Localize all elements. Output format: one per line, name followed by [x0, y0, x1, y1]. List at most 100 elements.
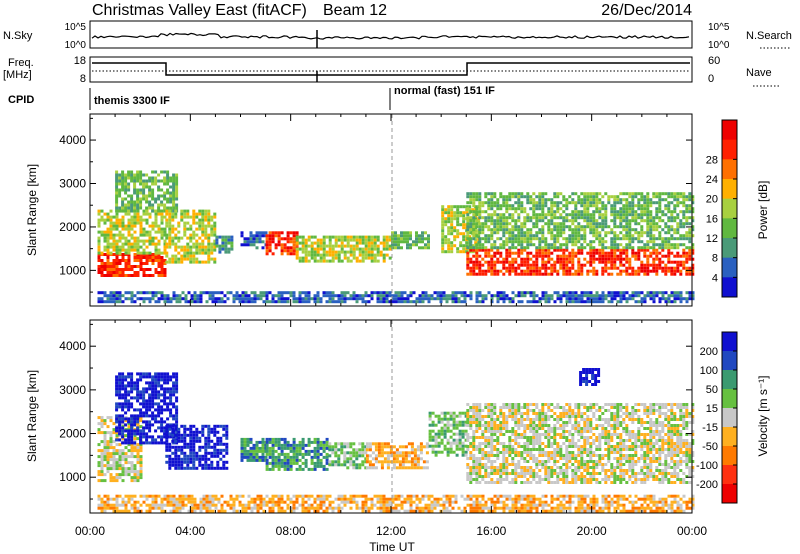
- power-cell: [370, 241, 374, 245]
- power-cell: [196, 300, 200, 304]
- power-cell: [151, 209, 155, 213]
- velocity-cell: [265, 461, 269, 465]
- power-cell: [166, 197, 170, 201]
- power-cell: [625, 237, 629, 241]
- power-cell: [664, 231, 668, 235]
- velocity-cell: [160, 372, 164, 376]
- velocity-cell: [371, 457, 375, 461]
- power-cell: [274, 243, 278, 247]
- velocity-cell: [252, 452, 256, 456]
- power-cell: [589, 240, 593, 244]
- velocity-cell: [289, 446, 293, 450]
- power-cell: [556, 210, 560, 214]
- power-cell: [610, 204, 614, 208]
- velocity-cell: [136, 390, 140, 394]
- power-cell: [541, 225, 545, 229]
- power-cell: [463, 291, 467, 295]
- velocity-cell: [103, 479, 107, 483]
- velocity-cell: [271, 449, 275, 453]
- velocity-cell: [145, 435, 149, 439]
- power-cell: [601, 195, 605, 199]
- power-cell: [556, 240, 560, 244]
- power-cell: [658, 207, 662, 211]
- power-cell: [165, 209, 169, 213]
- power-cell: [210, 257, 214, 261]
- velocity-cell: [198, 448, 202, 452]
- power-cell: [544, 291, 548, 295]
- power-cell: [316, 250, 320, 254]
- power-cell: [451, 297, 455, 301]
- velocity-cell: [124, 423, 128, 427]
- power-cell: [148, 215, 152, 219]
- velocity-cell: [446, 450, 450, 454]
- power-cell: [364, 238, 368, 242]
- power-cell: [487, 204, 491, 208]
- power-cell: [535, 300, 539, 304]
- power-cell: [685, 237, 689, 241]
- power-cell: [421, 231, 424, 235]
- power-cell: [174, 215, 178, 219]
- power-cell: [154, 212, 158, 216]
- power-cell: [373, 244, 377, 248]
- power-cell: [649, 201, 653, 205]
- power-cell: [180, 236, 184, 240]
- velocity-cell: [198, 454, 202, 458]
- power-cell: [103, 265, 107, 268]
- velocity-cell: [175, 372, 179, 376]
- velocity-cell: [313, 437, 317, 441]
- velocity-cell: [386, 451, 390, 455]
- velocity-cell: [365, 445, 369, 449]
- power-cell: [136, 179, 140, 183]
- power-cell: [289, 237, 293, 241]
- power-cell: [601, 237, 605, 241]
- velocity-cell: [151, 381, 155, 385]
- power-cell: [286, 234, 290, 238]
- power-cell: [496, 228, 500, 232]
- power-cell: [523, 225, 527, 229]
- velocity-cell: [219, 466, 223, 470]
- power-cell: [478, 213, 482, 217]
- power-cell: [232, 297, 236, 301]
- power-cell: [447, 208, 451, 212]
- velocity-cell: [121, 372, 125, 376]
- power-cell: [532, 297, 536, 301]
- power-cell: [328, 238, 332, 242]
- power-cell: [418, 234, 421, 238]
- velocity-cell: [258, 446, 262, 450]
- power-cell: [529, 228, 533, 232]
- power-cell: [199, 297, 203, 301]
- power-cell: [409, 243, 412, 247]
- power-cell: [127, 227, 131, 231]
- velocity-cell: [413, 454, 417, 458]
- power-cell: [682, 210, 686, 214]
- velocity-cell: [118, 375, 122, 379]
- power-cell: [673, 300, 677, 304]
- power-cell: [535, 260, 539, 264]
- velocity-cell: [401, 466, 405, 470]
- velocity-cell: [413, 460, 417, 464]
- velocity-cell: [186, 466, 190, 470]
- power-cell: [622, 291, 626, 295]
- power-cell: [682, 213, 686, 217]
- velocity-cell: [434, 438, 438, 442]
- power-cell: [544, 294, 548, 298]
- power-cell: [571, 257, 575, 261]
- power-cell: [221, 238, 225, 242]
- power-cell: [499, 294, 503, 298]
- power-cell: [487, 201, 491, 205]
- power-cell: [688, 204, 692, 208]
- power-cell: [394, 294, 398, 298]
- velocity-cell: [437, 414, 441, 418]
- power-cell: [115, 268, 119, 271]
- velocity-cell: [118, 402, 122, 406]
- velocity-cell: [389, 454, 393, 458]
- power-cell: [106, 215, 110, 219]
- power-cell: [151, 224, 155, 228]
- power-cell: [361, 238, 365, 242]
- power-cell: [151, 242, 155, 246]
- velocity-cell: [189, 424, 193, 428]
- power-cell: [211, 300, 215, 304]
- power-cell: [613, 240, 617, 244]
- power-cell: [631, 213, 635, 217]
- power-cell: [601, 201, 605, 205]
